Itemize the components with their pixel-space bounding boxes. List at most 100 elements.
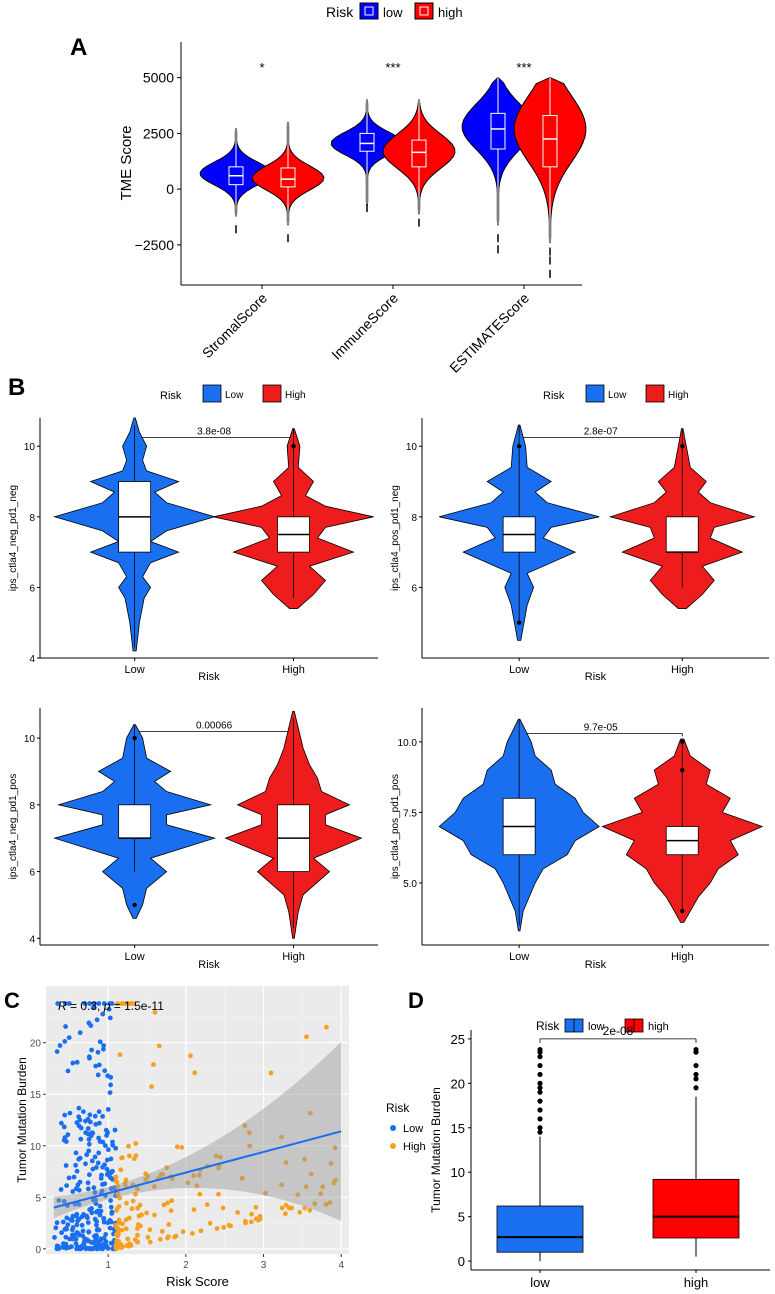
scatter-point	[93, 1197, 98, 1203]
scatter-point	[76, 1187, 82, 1193]
scatter-point	[70, 1189, 76, 1194]
scatter-point	[101, 1219, 107, 1225]
scatter-point	[303, 1184, 309, 1190]
scatter-point	[117, 1052, 123, 1058]
scatter-point	[119, 1155, 124, 1161]
scatter-point	[100, 1011, 106, 1017]
scatter-point	[255, 1217, 261, 1223]
scatter-point	[327, 1200, 333, 1205]
y-tick-label: −2500	[135, 237, 175, 253]
y-tick-label: 5	[458, 1210, 465, 1225]
scatter-point	[89, 1047, 94, 1053]
scatter-point	[101, 1216, 107, 1221]
scatter-point	[64, 1183, 69, 1188]
scatter-point	[92, 1113, 98, 1119]
scatter-point	[133, 1153, 139, 1159]
scatter-point	[312, 1201, 318, 1206]
scatter-point	[97, 1039, 103, 1045]
scatter-point	[120, 1244, 126, 1250]
scatter-point	[75, 1182, 81, 1188]
scatter-point	[133, 1141, 139, 1146]
scatter-point	[133, 1191, 138, 1197]
scatter-point	[102, 1068, 108, 1074]
scatter-point	[81, 1109, 86, 1114]
scatter-point	[151, 1062, 156, 1067]
scatter-point	[95, 1049, 101, 1055]
scatter-point	[103, 1143, 108, 1149]
regression-line	[53, 1130, 342, 1209]
scatter-point	[213, 1153, 219, 1159]
scatter-point	[69, 1218, 75, 1224]
box	[118, 804, 152, 839]
outlier-point	[132, 902, 137, 908]
y-axis-label: ips_ctla4_pos_pd1_pos	[390, 774, 401, 879]
scatter-point	[123, 1226, 129, 1232]
legend-key-High	[262, 384, 282, 403]
y-tick-label: 20	[30, 1039, 42, 1050]
legend-dot-High	[390, 1143, 396, 1149]
scatter-point	[218, 1154, 223, 1160]
scatter-point	[74, 1168, 80, 1174]
scatter-point	[54, 1243, 60, 1249]
scatter-point	[115, 1001, 120, 1006]
scatter-point	[122, 1180, 128, 1186]
legend-key-Low	[202, 384, 222, 403]
x-tick-label: Low	[509, 664, 529, 676]
scatter-point	[81, 1212, 86, 1217]
x-axis-label: Risk	[198, 671, 220, 683]
y-tick-label: 10	[24, 734, 36, 745]
scatter-point	[115, 1184, 121, 1190]
scatter-point	[63, 1234, 69, 1240]
scatter-point	[143, 1177, 149, 1183]
legend-title: Risk	[386, 1101, 410, 1115]
scatter-point	[307, 1207, 313, 1213]
box-low	[490, 112, 506, 150]
scatter-point	[221, 1225, 227, 1230]
scatter-point	[324, 1024, 329, 1030]
scatter-point	[144, 1210, 150, 1216]
scatter-point	[98, 1208, 104, 1214]
scatter-point	[122, 1001, 128, 1006]
scatter-point	[59, 1230, 64, 1236]
outlier-point	[537, 1098, 543, 1104]
scatter-point	[112, 1127, 118, 1133]
scatter-point	[93, 1063, 99, 1069]
scatter-point	[107, 1090, 113, 1095]
scatter-point	[63, 1225, 69, 1231]
scatter-point	[135, 1232, 140, 1238]
scatter-point	[197, 1172, 202, 1178]
legend-label-High: High	[285, 390, 306, 401]
scatter-point	[263, 1190, 268, 1196]
outlier-point	[537, 1085, 543, 1091]
panel-c-chart: 1 2 3 4 0 5 10 15 20 Risk Score Tumor Mutation Bur…	[15, 986, 426, 1289]
scatter-point	[110, 1139, 115, 1145]
scatter-point	[158, 1236, 163, 1242]
scatter-point	[152, 1009, 158, 1015]
scatter-point	[113, 1145, 119, 1151]
outlier-point	[693, 1046, 699, 1053]
scatter-point	[99, 1246, 105, 1252]
scatter-point	[165, 1234, 171, 1239]
scatter-point	[108, 1082, 113, 1088]
scatter-point	[67, 1110, 73, 1116]
scatter-point	[179, 1145, 185, 1150]
scatter-point	[283, 1211, 288, 1217]
box	[665, 516, 699, 553]
scatter-point	[130, 1198, 136, 1204]
scatter-point	[116, 1242, 122, 1248]
scatter-point	[180, 1229, 186, 1235]
x-tick-label: 4	[338, 1260, 344, 1271]
scatter-point	[152, 1212, 157, 1218]
scatter-point	[73, 1241, 79, 1246]
scatter-point	[109, 1209, 115, 1215]
panel-a-chart: Risk low high −2500 0 2500 5000 TME Score Stroma…	[118, 2, 587, 376]
scatter-point	[120, 1221, 125, 1227]
scatter-point	[125, 1236, 131, 1242]
scatter-point	[188, 1053, 193, 1059]
legend-title: Risk	[543, 390, 565, 402]
scatter-point	[190, 1231, 195, 1236]
scatter-point	[85, 1126, 91, 1131]
x-tick-label: Low	[125, 951, 145, 963]
scatter-point	[332, 1145, 338, 1151]
scatter-point	[198, 1228, 204, 1234]
